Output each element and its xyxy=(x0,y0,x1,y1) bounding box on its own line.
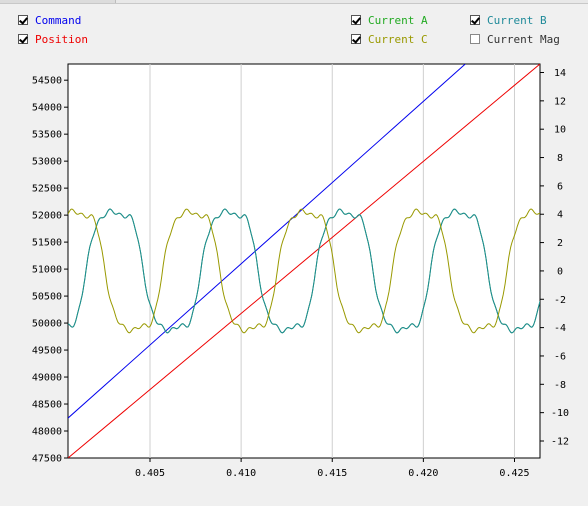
legend-command[interactable]: Command xyxy=(18,13,81,27)
current-mag-checkbox[interactable] xyxy=(470,34,480,44)
series-position xyxy=(68,64,540,458)
left-tick-label: 52500 xyxy=(32,184,62,195)
x-axis: 0.405 0.410 0.415 0.420 0.425 xyxy=(135,458,530,479)
right-tick-label: -4 xyxy=(554,323,566,334)
tab-strip-edge xyxy=(115,0,588,3)
right-tick-label: -8 xyxy=(554,380,566,391)
series-layer xyxy=(68,64,540,458)
current-b-checkbox[interactable] xyxy=(470,15,480,25)
legend-current-mag[interactable]: Current Mag xyxy=(470,32,560,46)
right-tick-label: -10 xyxy=(551,408,569,419)
x-tick-label: 0.425 xyxy=(499,468,529,479)
x-tick-label: 0.410 xyxy=(226,468,256,479)
left-axis: 47500 48000 48500 49000 49500 50000 50500 51000… xyxy=(32,76,68,465)
legend-command-label: Command xyxy=(35,13,82,27)
command-checkbox[interactable] xyxy=(18,15,28,25)
series-current-b xyxy=(68,208,540,334)
x-tick-label: 0.405 xyxy=(135,468,165,479)
legend-position-label: Position xyxy=(35,32,88,46)
legend-current-c[interactable]: Current C xyxy=(351,32,428,46)
right-tick-label: 10 xyxy=(554,125,566,136)
x-tick-label: 0.420 xyxy=(408,468,438,479)
left-tick-label: 49500 xyxy=(32,346,62,357)
left-tick-label: 47500 xyxy=(32,454,62,465)
x-tick-label: 0.415 xyxy=(317,468,347,479)
right-tick-label: 0 xyxy=(557,266,563,277)
right-axis: -12 -10 -8 -6 -4 -2 0 2 4 6 8 10 12 14 xyxy=(540,68,569,447)
vertical-gridlines xyxy=(149,64,515,458)
legend-current-b-label: Current B xyxy=(487,13,547,27)
series-command xyxy=(68,64,466,419)
right-tick-label: 8 xyxy=(557,153,563,164)
right-tick-label: -6 xyxy=(554,351,566,362)
left-tick-label: 51000 xyxy=(32,265,62,276)
right-tick-label: 4 xyxy=(557,210,563,221)
left-tick-label: 54500 xyxy=(32,76,62,87)
legend-current-c-label: Current C xyxy=(368,32,428,46)
legend-current-a-label: Current A xyxy=(368,13,428,27)
current-c-checkbox[interactable] xyxy=(351,34,361,44)
left-tick-label: 48500 xyxy=(32,400,62,411)
legend-current-b[interactable]: Current B xyxy=(470,13,547,27)
left-tick-label: 52000 xyxy=(32,211,62,222)
left-tick-label: 50000 xyxy=(32,319,62,330)
legend-current-mag-label: Current Mag xyxy=(487,32,560,46)
series-current-c xyxy=(68,208,540,334)
current-a-checkbox[interactable] xyxy=(351,15,361,25)
legend-current-a[interactable]: Current A xyxy=(351,13,428,27)
position-checkbox[interactable] xyxy=(18,34,28,44)
left-tick-label: 53000 xyxy=(32,157,62,168)
left-tick-label: 54000 xyxy=(32,103,62,114)
legend-position[interactable]: Position xyxy=(18,32,88,46)
left-tick-label: 51500 xyxy=(32,238,62,249)
right-tick-label: 12 xyxy=(554,96,566,107)
left-tick-label: 49000 xyxy=(32,373,62,384)
left-tick-label: 48000 xyxy=(32,427,62,438)
left-tick-label: 53500 xyxy=(32,130,62,141)
right-tick-label: 14 xyxy=(554,68,566,79)
right-tick-label: -2 xyxy=(554,295,566,306)
left-tick-label: 50500 xyxy=(32,292,62,303)
tab-strip xyxy=(0,0,588,4)
right-tick-label: 2 xyxy=(557,238,563,249)
right-tick-label: 6 xyxy=(557,181,563,192)
right-tick-label: -12 xyxy=(551,436,569,447)
